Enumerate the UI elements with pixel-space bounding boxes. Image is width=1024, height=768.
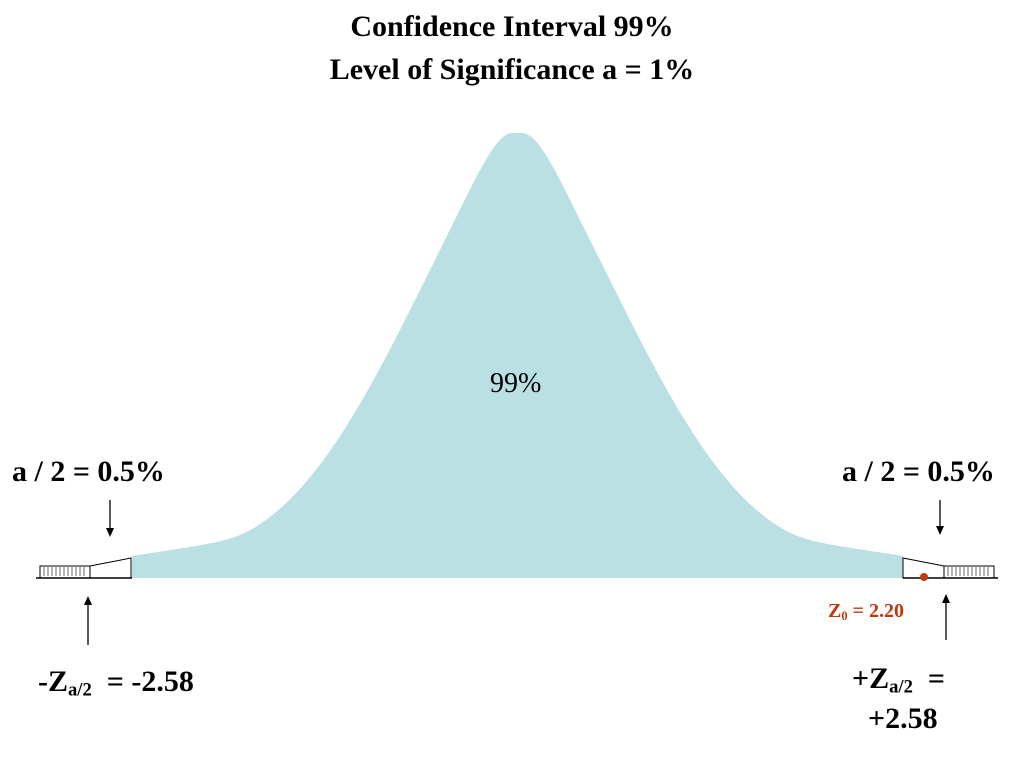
left-alpha-label: a / 2 = 0.5%	[12, 455, 165, 488]
right-z-prefix: +Z	[852, 662, 890, 695]
z0-value: = 2.20	[847, 600, 904, 622]
test-statistic-label: Z0 = 2.20	[828, 600, 904, 624]
right-z-subscript: a/2	[889, 676, 913, 698]
title-line-2: Level of Significance a = 1%	[329, 53, 695, 86]
z0-prefix: Z	[828, 600, 842, 622]
left-z-subscript: a/2	[68, 679, 92, 701]
arrow-down-left	[106, 500, 114, 537]
test-statistic-marker	[920, 573, 928, 581]
bell-curve	[132, 133, 903, 578]
left-tail-region	[36, 557, 132, 579]
right-critical-label: +Za/2 =	[852, 662, 945, 699]
left-z-value: = -2.58	[91, 665, 194, 698]
arrow-down-right	[936, 500, 944, 535]
right-tail-region	[902, 557, 998, 579]
right-z-equals: =	[912, 662, 945, 695]
left-z-prefix: -Z	[38, 665, 68, 698]
title-line-1: Confidence Interval 99%	[350, 10, 674, 43]
left-critical-value: -Za/2 = -2.58	[38, 665, 194, 702]
z0-subscript: 0	[841, 609, 848, 624]
right-critical-value: +2.58	[868, 702, 938, 735]
arrow-up-right	[942, 594, 950, 640]
right-alpha-label: a / 2 = 0.5%	[842, 455, 995, 488]
center-area-label: 99%	[490, 368, 542, 399]
arrow-up-left	[84, 596, 92, 645]
